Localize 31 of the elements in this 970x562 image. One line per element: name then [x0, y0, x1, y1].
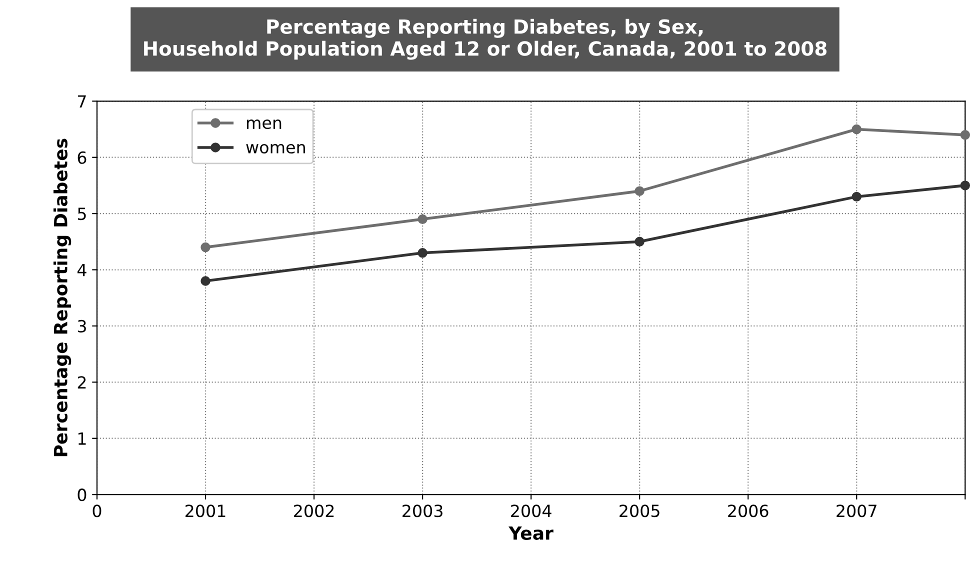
point	[634, 236, 644, 247]
y-axis-title: Percentage Reporting Diabetes	[54, 138, 72, 456]
point	[418, 214, 428, 224]
point	[200, 242, 210, 252]
y-tick-label: 1	[78, 432, 86, 445]
y-tick-label: 3	[78, 320, 86, 333]
point	[852, 192, 862, 202]
point	[418, 248, 428, 258]
x-tick-label: 2002	[294, 504, 334, 518]
legend-label: men	[246, 119, 282, 130]
y-tick-label: 7	[78, 95, 86, 108]
legend-label: women	[246, 144, 305, 154]
chart-title: Percentage Reporting Diabetes, by Sex, Household Population Aged 12 or Older, Canada, 2001 to 2008	[144, 18, 827, 60]
x-tick-label: 2004	[511, 504, 552, 518]
point	[634, 186, 644, 196]
x-tick-label: 0	[92, 504, 102, 518]
point	[852, 124, 862, 134]
y-tick-label: 6	[78, 151, 86, 164]
y-tick-label: 2	[78, 376, 86, 388]
x-tick-label: 2003	[402, 504, 442, 518]
point	[200, 276, 210, 286]
x-tick-label: 2005	[620, 504, 660, 518]
x-tick-label: 2001	[186, 504, 226, 518]
x-axis-title: Year	[508, 526, 554, 540]
x-tick-label: 2007	[836, 504, 876, 518]
x-tick-label: 2006	[728, 504, 768, 518]
point	[960, 180, 970, 190]
point	[960, 130, 970, 140]
y-tick-label: 0	[78, 488, 86, 502]
y-tick-label: 4	[77, 264, 86, 276]
y-tick-label: 5	[78, 208, 86, 220]
